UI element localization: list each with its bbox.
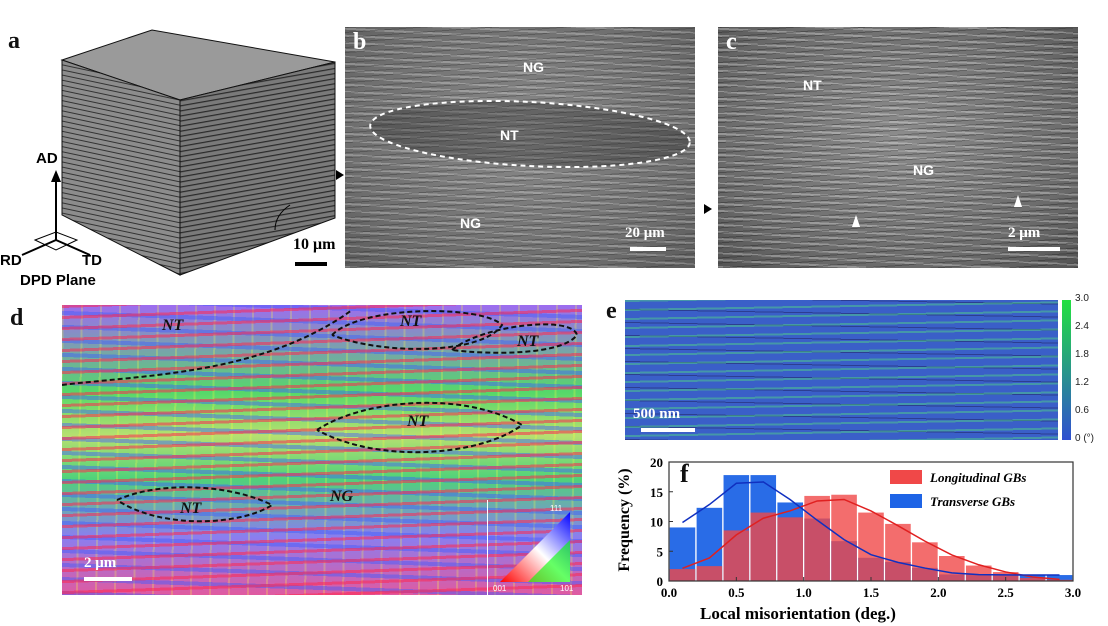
x-tick-label: 1.0 [796,585,812,600]
panel-label-d: d [10,305,24,331]
fit-curve [682,498,1060,581]
bar-longitudinal [723,530,750,581]
y-tick-label: 15 [650,485,664,500]
scale-label-a: 10 μm [293,236,336,253]
arrow-icon [704,204,712,214]
x-tick-label: 2.5 [998,585,1015,600]
colorbar-tick: 2.4 [1075,321,1089,332]
bar-longitudinal [696,566,723,581]
region-nt: NT [407,413,429,430]
ipf-101: 101 [560,584,574,593]
y-tick-label: 0 [657,574,664,589]
panel-label-a: a [8,28,20,54]
dpd-plane-label: DPD Plane [20,272,96,289]
cube-right-face [179,61,336,276]
y-tick-label: 20 [650,455,663,470]
bar-transverse [1046,575,1073,581]
axis-td: TD [82,252,102,269]
bar-longitudinal [750,512,777,581]
x-tick-label: 3.0 [1065,585,1081,600]
bar-longitudinal [965,565,992,581]
x-axis-label: Local misorientation (deg.) [700,604,896,623]
x-tick-label: 1.5 [863,585,880,600]
region-nt: NT [500,127,519,143]
x-tick-label: 0.5 [728,585,745,600]
legend-swatch [890,494,922,508]
sem-image-c: c NT NG 2 μm [718,27,1078,268]
colorbar-tick: 0 (°) [1075,433,1094,444]
region-ng: NG [460,215,481,231]
region-ng: NG [330,488,354,505]
region-ng: NG [913,162,934,178]
region-ng: NG [523,59,544,75]
scale-bar [630,247,666,251]
scale-label-e: 500 nm [633,406,681,422]
bar-longitudinal [885,523,911,581]
legend-label: Longitudinal GBs [929,470,1026,485]
colorbar-tick: 0.6 [1075,405,1089,416]
region-nt: NT [517,333,539,350]
panel-label-b: b [353,29,367,55]
bar-longitudinal [831,494,857,581]
kam-map-e: 500 nm [625,300,1058,440]
scale-label-b: 20 μm [625,225,665,241]
y-tick-label: 10 [650,515,663,530]
bar-longitudinal [858,512,884,581]
legend-label: Transverse GBs [930,494,1015,509]
histogram-chart: 0.0 0.5 1.0 1.5 2.0 2.5 3.0 0 5 10 15 20 Longitudina… [650,455,1081,600]
region-nt: NT [803,77,822,93]
bar-longitudinal [669,569,696,581]
bar-longitudinal [777,517,803,581]
colorbar [1062,300,1071,440]
scale-bar [84,577,132,581]
sem-image-b: b NG NT NG 20 μm [345,27,695,268]
x-tick-label: 2.0 [930,585,946,600]
fit-curve [682,481,1060,576]
bar-longitudinal [939,556,965,581]
scale-bar [1008,247,1060,251]
arrowhead-marker [1014,195,1022,207]
panel-label-c: c [726,29,737,55]
scale-label-c: 2 μm [1008,225,1041,241]
arrow-icon [336,170,344,180]
panel-label-e: e [606,298,617,324]
ipf-111: 111 [550,504,563,513]
bar-longitudinal [804,495,830,581]
bar-longitudinal [912,542,938,581]
legend-swatch [890,470,922,484]
x-tick-label: 0.0 [661,585,677,600]
axis-rd: RD [0,252,22,269]
ipf-legend: 111 001 101 [487,500,582,595]
arrowhead-marker [852,215,860,227]
y-axis-label: Frequency (%) [616,468,633,572]
region-nt: NT [400,313,422,330]
ipf-001: 001 [493,584,507,593]
cube-diagram [21,29,336,276]
colorbar-tick: 1.8 [1075,349,1089,360]
ebsd-map-d: NT NT NT NT NT NG 2 μm 111 001 101 [62,305,582,595]
axis-ad: AD [36,150,58,167]
bar-longitudinal [1019,578,1046,581]
scale-label-d: 2 μm [84,555,117,571]
panel-label-f: f [680,459,689,488]
region-nt: NT [180,500,202,517]
region-nt: NT [162,317,184,334]
y-tick-label: 5 [657,544,664,559]
scale-bar [641,428,695,432]
colorbar-tick: 3.0 [1075,293,1089,304]
bar-longitudinal [992,572,1019,581]
colorbar-tick: 1.2 [1075,377,1089,388]
